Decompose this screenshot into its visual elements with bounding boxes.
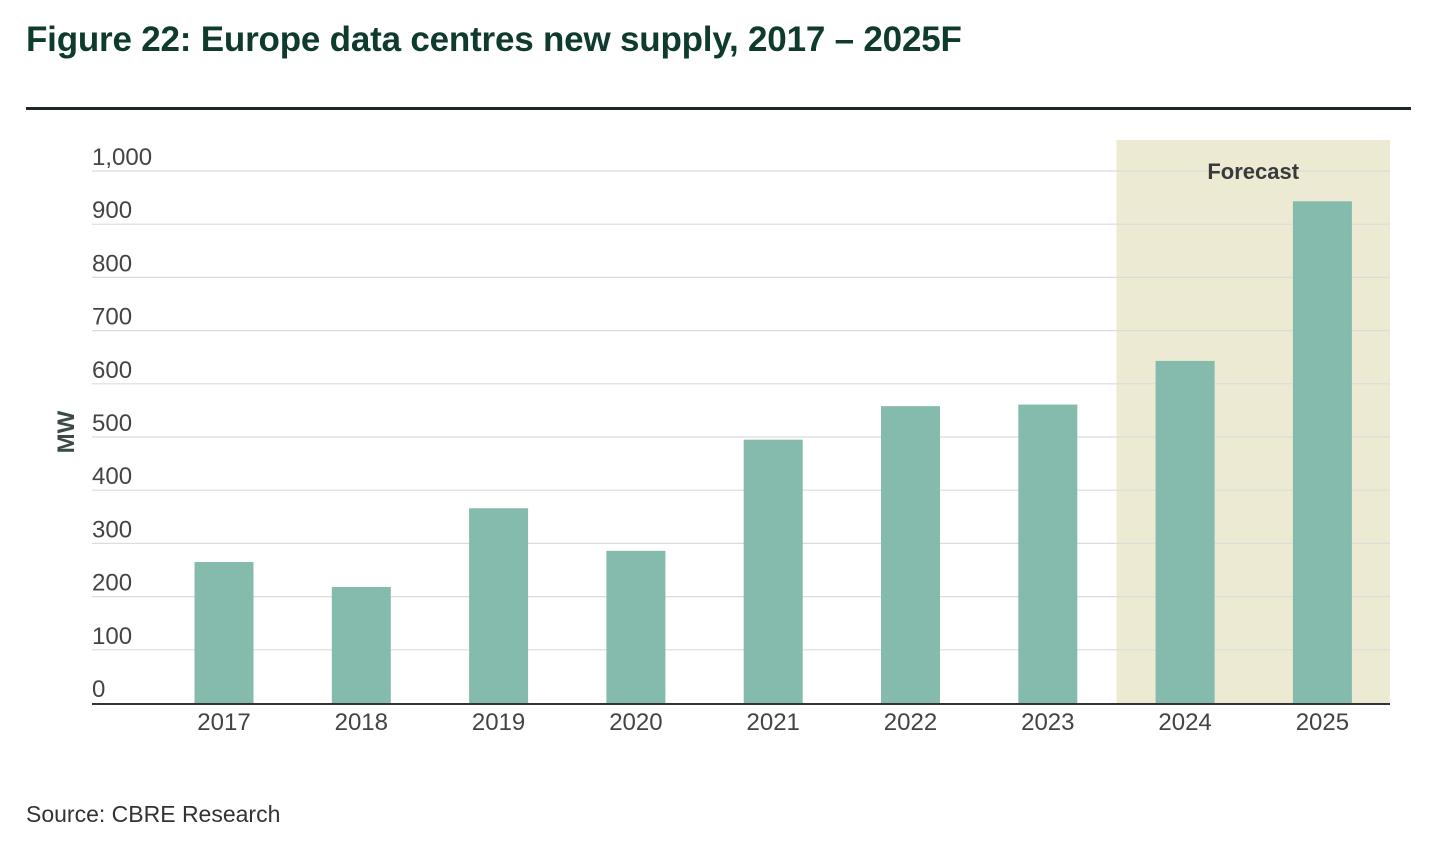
y-tick-label: 1,000 bbox=[92, 144, 152, 171]
y-tick-label: 600 bbox=[92, 357, 132, 384]
bar-2019 bbox=[469, 508, 529, 703]
x-tick-label: 2017 bbox=[197, 709, 250, 736]
x-tick-label: 2018 bbox=[335, 709, 388, 736]
x-tick-label: 2025 bbox=[1296, 709, 1349, 736]
bar-2023 bbox=[1018, 404, 1078, 703]
x-tick-label: 2024 bbox=[1158, 709, 1211, 736]
x-tick-label: 2021 bbox=[747, 709, 800, 736]
x-tick-label: 2020 bbox=[609, 709, 662, 736]
bar-2025 bbox=[1292, 201, 1352, 703]
y-tick-label: 0 bbox=[92, 676, 105, 703]
title-divider bbox=[26, 107, 1411, 110]
bar-2020 bbox=[606, 550, 666, 703]
y-tick-label: 500 bbox=[92, 410, 132, 437]
y-tick-label: 200 bbox=[92, 570, 132, 597]
y-tick-label: 700 bbox=[92, 304, 132, 331]
y-tick-label: 800 bbox=[92, 250, 132, 277]
x-tick-label: 2023 bbox=[1021, 709, 1074, 736]
y-tick-label: 900 bbox=[92, 197, 132, 224]
bar-2021 bbox=[743, 439, 803, 703]
bar-2024 bbox=[1155, 360, 1215, 703]
bar-2022 bbox=[881, 406, 940, 703]
y-axis-label: MW bbox=[53, 410, 80, 453]
bars bbox=[194, 201, 1352, 703]
page-title: Figure 22: Europe data centres new suppl… bbox=[26, 20, 962, 59]
x-tick-label: 2019 bbox=[472, 709, 525, 736]
bar-2018 bbox=[331, 587, 391, 703]
source-note: Source: CBRE Research bbox=[26, 801, 281, 827]
y-tick-label: 100 bbox=[92, 623, 132, 650]
y-axis-ticks: 0 100 200 300 400 500 600 700 800 900 1,000 bbox=[92, 144, 152, 703]
forecast-label: Forecast bbox=[1207, 159, 1299, 184]
y-tick-label: 400 bbox=[92, 463, 132, 490]
bar-2017 bbox=[194, 562, 254, 703]
x-axis-ticks: 2017 2018 2019 2020 2021 2022 2023 2024 2025 bbox=[197, 709, 1349, 736]
x-tick-label: 2022 bbox=[884, 709, 937, 736]
y-tick-label: 300 bbox=[92, 516, 132, 543]
